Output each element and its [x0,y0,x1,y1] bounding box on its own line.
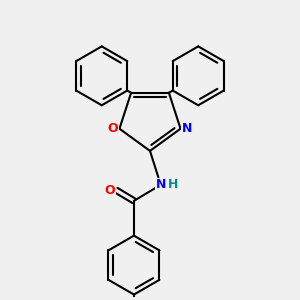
Text: N: N [155,178,166,191]
Text: O: O [104,184,115,197]
Text: N: N [182,122,192,135]
Text: O: O [107,122,118,135]
Text: H: H [168,178,178,191]
